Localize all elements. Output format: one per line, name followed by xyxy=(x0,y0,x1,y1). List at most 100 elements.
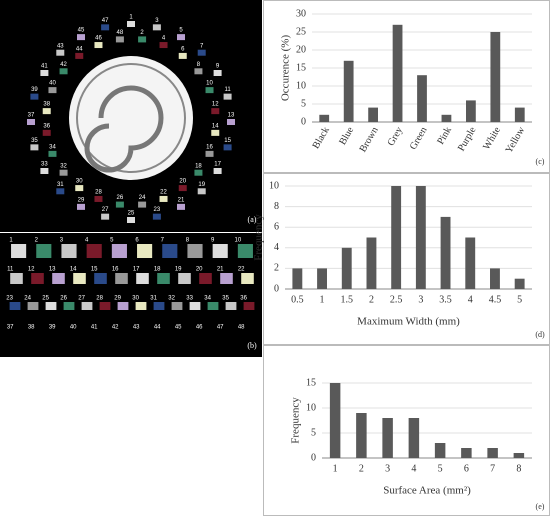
fragment xyxy=(197,188,206,195)
fragment xyxy=(205,87,214,94)
photo-num: 44 xyxy=(154,325,161,331)
photo-num: 5 xyxy=(110,238,114,244)
fragment xyxy=(48,150,57,157)
x-tick-label: 1.5 xyxy=(341,294,354,305)
y-tick-label: 5 xyxy=(301,98,306,109)
x-tick-label: Pink xyxy=(435,125,454,146)
bar xyxy=(417,75,427,122)
x-tick-label: 0.5 xyxy=(291,294,304,305)
bar xyxy=(465,237,476,289)
fragment xyxy=(9,302,21,310)
bar xyxy=(366,237,377,289)
y-tick-label: 0 xyxy=(301,116,306,127)
fragment xyxy=(211,108,220,115)
fragment xyxy=(178,185,187,192)
fragment xyxy=(194,68,203,75)
y-tick-label: 0 xyxy=(274,283,279,294)
bar xyxy=(441,114,452,122)
photo-num: 4 xyxy=(162,36,166,42)
x-tick-label: Blue xyxy=(337,125,356,147)
y-tick-label: 5 xyxy=(311,427,316,438)
bar xyxy=(408,418,420,458)
photo-num: 12 xyxy=(28,267,35,273)
photo-num: 3 xyxy=(60,238,64,244)
fragment xyxy=(223,93,232,100)
fragment xyxy=(159,195,168,202)
photo-num: 14 xyxy=(70,267,77,273)
fragment xyxy=(115,36,124,43)
fragment xyxy=(94,42,103,49)
bar xyxy=(461,448,472,458)
x-tick-label: 1 xyxy=(320,294,325,305)
photo-num: 19 xyxy=(175,267,182,273)
y-tick-label: 15 xyxy=(296,62,306,73)
photo-num: 10 xyxy=(206,81,213,87)
fragment xyxy=(63,302,75,310)
fragment xyxy=(77,203,85,210)
photo-num: 39 xyxy=(31,87,38,93)
bar xyxy=(514,278,525,289)
fragment xyxy=(171,302,183,310)
bar xyxy=(490,268,500,289)
photo-num: 45 xyxy=(175,325,182,331)
fragment xyxy=(220,273,233,284)
photo-num: 19 xyxy=(198,182,205,188)
fragment xyxy=(61,244,77,258)
fragment xyxy=(73,273,86,284)
photo-num: 6 xyxy=(135,238,139,244)
photo-num: 47 xyxy=(217,325,224,331)
panel-label: (a) xyxy=(248,215,257,224)
photo-num: 38 xyxy=(43,102,50,108)
fragment xyxy=(11,244,27,258)
fragment xyxy=(10,273,23,284)
photo-num: 20 xyxy=(196,267,203,273)
fragment xyxy=(152,213,161,220)
panel-label: (c) xyxy=(536,157,545,166)
fragment xyxy=(48,87,57,94)
photo-num: 2 xyxy=(35,238,39,244)
fragment xyxy=(27,302,39,310)
fragment xyxy=(243,302,255,310)
photo-num: 28 xyxy=(95,190,102,196)
photo-num: 35 xyxy=(31,138,38,144)
photo-num: 35 xyxy=(222,296,229,302)
photo-num: 15 xyxy=(224,138,231,144)
fragment xyxy=(75,185,84,192)
x-tick-label: Purple xyxy=(456,125,479,154)
bar xyxy=(341,247,352,289)
panel-label: (d) xyxy=(535,330,545,339)
photo-num: 21 xyxy=(217,267,224,273)
fragment xyxy=(211,129,220,136)
x-tick-label: 1 xyxy=(333,463,338,474)
bar xyxy=(368,107,378,122)
fragment xyxy=(137,244,153,258)
x-axis-title: Maximum Width (mm) xyxy=(357,316,460,328)
photo-num: 17 xyxy=(133,267,140,273)
fragment xyxy=(178,52,187,59)
photo-num: 25 xyxy=(42,296,49,302)
bar xyxy=(487,448,498,458)
x-tick-label: Green xyxy=(408,125,430,152)
photo-num: 18 xyxy=(154,267,161,273)
fragment xyxy=(223,144,232,151)
fragment xyxy=(136,273,149,284)
x-tick-label: 8 xyxy=(516,463,521,474)
x-tick-label: Grey xyxy=(386,125,406,148)
fragment xyxy=(81,302,93,310)
fragment xyxy=(225,302,237,310)
photo-num: 1 xyxy=(9,238,13,244)
y-tick-label: 10 xyxy=(269,180,279,191)
fragment xyxy=(59,68,68,75)
x-tick-label: 4.5 xyxy=(489,294,502,305)
photo-num: 6 xyxy=(181,46,185,52)
bar xyxy=(490,32,501,122)
photo-num: 28 xyxy=(96,296,103,302)
photo-num: 33 xyxy=(186,296,193,302)
photo-num: 31 xyxy=(57,182,64,188)
bar xyxy=(415,186,426,289)
photo-num: 24 xyxy=(139,195,146,201)
fragment xyxy=(94,195,103,202)
photo-num: 10 xyxy=(234,238,241,244)
fragment xyxy=(45,302,57,310)
photo-num: 32 xyxy=(168,296,175,302)
